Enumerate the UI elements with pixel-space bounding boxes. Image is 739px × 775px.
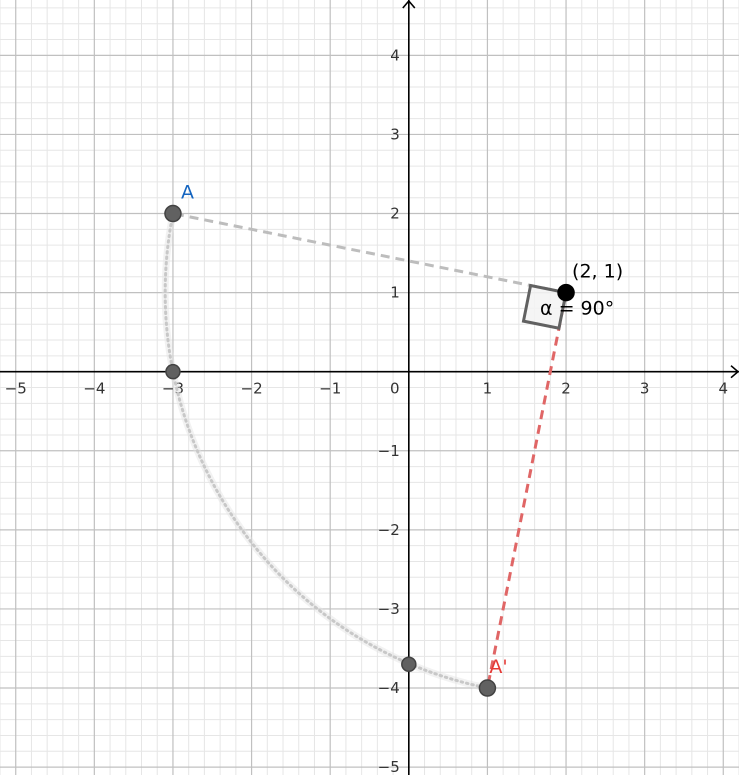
point-A-prime[interactable] bbox=[478, 679, 497, 697]
x-tick-label: −4 bbox=[83, 380, 105, 398]
y-axis-arrow-icon bbox=[402, 0, 416, 9]
x-tick-label: −5 bbox=[5, 380, 27, 398]
point-A-label: A bbox=[181, 182, 194, 204]
point-A[interactable] bbox=[164, 204, 182, 223]
y-tick-label: 3 bbox=[390, 125, 400, 143]
segment-center-to-A-prime bbox=[485, 292, 568, 689]
x-tick-label: −1 bbox=[319, 380, 341, 398]
y-tick-label: −2 bbox=[378, 521, 400, 539]
rotation-center-label: (2, 1) bbox=[572, 261, 623, 283]
rotation-arc bbox=[163, 212, 489, 690]
x-tick-label: 4 bbox=[719, 380, 729, 398]
x-tick-label: −2 bbox=[241, 380, 263, 398]
arc-helper-point[interactable] bbox=[401, 656, 417, 673]
rotation-center-point[interactable] bbox=[557, 283, 575, 302]
x-tick-label: 2 bbox=[561, 380, 571, 398]
y-tick-labels: 4 3 2 1 −1 −2 −3 −4 −5 bbox=[378, 46, 400, 775]
right-angle-marker bbox=[521, 283, 568, 331]
segment-center-to-A bbox=[172, 212, 567, 295]
y-tick-label: 4 bbox=[390, 46, 400, 64]
arc-helper-point[interactable] bbox=[165, 363, 181, 380]
x-tick-label: 3 bbox=[640, 380, 650, 398]
y-tick-label: −4 bbox=[378, 679, 400, 697]
y-tick-label: −1 bbox=[378, 442, 400, 460]
point-A-prime-label: A' bbox=[489, 656, 507, 678]
y-tick-label: 1 bbox=[390, 284, 400, 302]
y-tick-label: 2 bbox=[390, 205, 400, 223]
angle-label: α = 90° bbox=[540, 298, 614, 320]
x-tick-label: 1 bbox=[483, 380, 493, 398]
x-tick-labels: −5 −4 −3 −2 −1 0 1 2 3 4 bbox=[5, 380, 728, 398]
x-axis-arrow-icon bbox=[730, 365, 739, 379]
y-tick-label: −3 bbox=[378, 600, 400, 618]
x-tick-label: 0 bbox=[390, 380, 400, 398]
y-tick-label: −5 bbox=[378, 758, 400, 775]
